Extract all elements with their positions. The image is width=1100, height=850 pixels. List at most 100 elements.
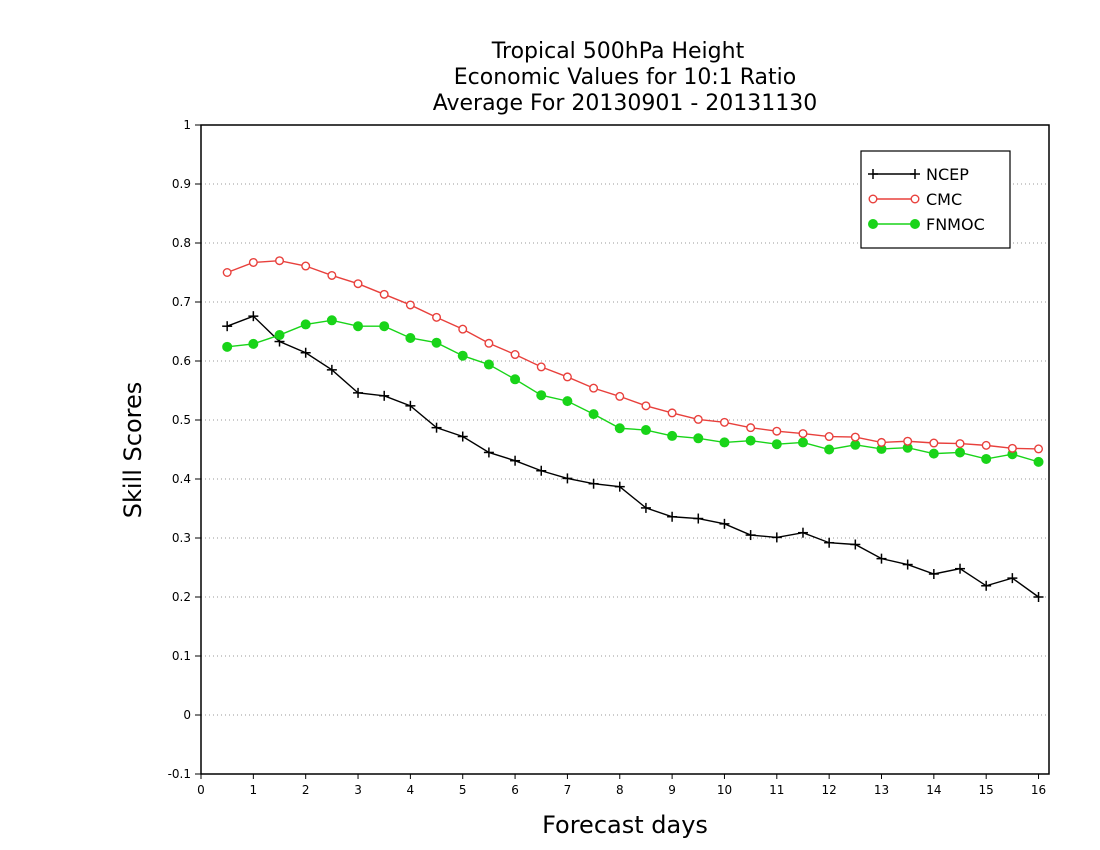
fnmoc-point (510, 374, 521, 385)
cmc-point (353, 279, 363, 289)
x-tick-label: 6 (511, 783, 519, 797)
y-axis-label: Skill Scores (119, 382, 147, 519)
ncep-point (353, 387, 364, 398)
fnmoc-point (457, 350, 468, 361)
cmc-point (589, 383, 599, 393)
cmc-point (693, 414, 703, 424)
ncep-point (771, 532, 782, 543)
fnmoc-point (222, 341, 233, 352)
cmc-point (850, 432, 860, 442)
cmc-point (929, 438, 939, 448)
ncep-point (483, 447, 494, 458)
x-axis-label: Forecast days (542, 811, 708, 839)
ncep-point (510, 455, 521, 466)
x-tick-label: 15 (979, 783, 994, 797)
cmc-point (772, 426, 782, 436)
legend-marker (868, 169, 878, 179)
legend-item-ncep: NCEP (868, 165, 969, 184)
cmc-point (615, 391, 625, 401)
fnmoc-point (745, 435, 756, 446)
cmc-point (275, 256, 285, 266)
ncep-point (326, 364, 337, 375)
fnmoc-point (850, 439, 861, 450)
x-tick-label: 12 (822, 783, 837, 797)
x-tick-label: 14 (926, 783, 941, 797)
ncep-point (797, 527, 808, 538)
fnmoc-point (588, 409, 599, 420)
ncep-point (431, 422, 442, 433)
y-tick-label: 1 (183, 118, 191, 132)
cmc-point (876, 437, 886, 447)
ncep-point (457, 431, 468, 442)
chart-title-line-3: Average For 20130901 - 20131130 (433, 91, 818, 116)
fnmoc-point (536, 390, 547, 401)
legend-label: NCEP (926, 165, 969, 184)
ncep-series (222, 311, 1044, 602)
x-tick-label: 11 (769, 783, 784, 797)
cmc-point (562, 372, 572, 382)
y-tick-label: 0.9 (172, 177, 191, 191)
ncep-point (667, 511, 678, 522)
legend-marker (868, 194, 878, 204)
ncep-point (300, 347, 311, 358)
cmc-point (222, 268, 232, 278)
ncep-point (981, 580, 992, 591)
y-tick-label: 0 (183, 708, 191, 722)
ncep-point (248, 311, 259, 322)
x-tick-label: 5 (459, 783, 467, 797)
fnmoc-point (1033, 456, 1044, 467)
cmc-point (432, 312, 442, 322)
y-tick-label: 0.3 (172, 531, 191, 545)
fnmoc-point (353, 321, 364, 332)
y-tick-label: 0.4 (172, 472, 191, 486)
ncep-point (405, 400, 416, 411)
ncep-point (536, 465, 547, 476)
fnmoc-series (222, 315, 1044, 467)
y-tick-label: 0.6 (172, 354, 191, 368)
fnmoc-point (614, 423, 625, 434)
ncep-point (614, 481, 625, 492)
legend-label: CMC (926, 190, 962, 209)
y-tick-label: 0.5 (172, 413, 191, 427)
cmc-point (405, 300, 415, 310)
ncep-line (226, 315, 1039, 598)
x-tick-label: 1 (250, 783, 258, 797)
legend-marker (910, 194, 920, 204)
chart-title-line-1: Tropical 500hPa Height (491, 39, 745, 64)
x-tick-label: 10 (717, 783, 732, 797)
ncep-point (222, 321, 233, 332)
cmc-point (379, 289, 389, 299)
cmc-point (248, 257, 258, 267)
ncep-point (955, 563, 966, 574)
cmc-point (955, 439, 965, 449)
fnmoc-point (797, 437, 808, 448)
fnmoc-point (824, 444, 835, 455)
fnmoc-point (379, 321, 390, 332)
ncep-point (876, 553, 887, 564)
cmc-point (327, 270, 337, 280)
y-tick-label: 0.8 (172, 236, 191, 250)
ncep-point (1033, 592, 1044, 602)
x-tick-label: 0 (197, 783, 205, 797)
fnmoc-point (667, 430, 678, 441)
fnmoc-point (274, 330, 285, 341)
fnmoc-point (300, 319, 311, 330)
ncep-point (928, 568, 939, 579)
fnmoc-point (431, 337, 442, 348)
cmc-point (510, 350, 520, 360)
ncep-point (719, 518, 730, 529)
ncep-point (902, 559, 913, 570)
cmc-line (226, 259, 1039, 450)
x-tick-label: 16 (1031, 783, 1046, 797)
legend-marker (910, 169, 920, 179)
cmc-point (667, 408, 677, 418)
ncep-point (745, 530, 756, 541)
fnmoc-point (719, 437, 730, 448)
legend-marker (868, 219, 878, 229)
cmc-point (903, 436, 913, 446)
ncep-point (379, 390, 390, 401)
legend-marker (910, 219, 920, 229)
cmc-point (719, 417, 729, 427)
ncep-point (588, 478, 599, 489)
